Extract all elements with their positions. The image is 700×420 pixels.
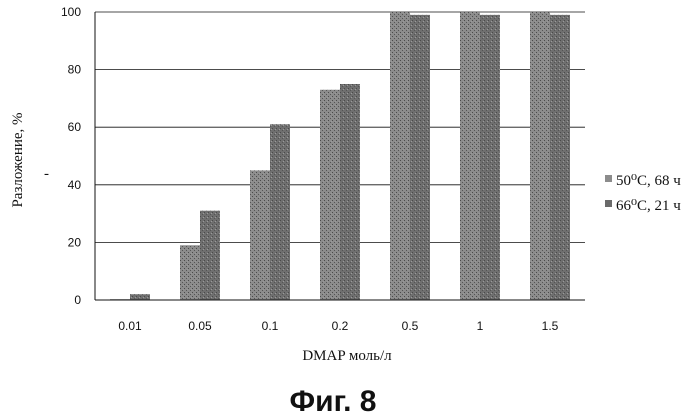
x-tick-labels: 0.01 0.05 0.1 0.2 0.5 1 1.5: [118, 319, 558, 333]
y-axis-dash: -: [44, 166, 49, 182]
bar-2-0.01: [130, 294, 150, 300]
legend-swatch-series-1: [605, 175, 612, 182]
x-tick-label: 1: [477, 319, 484, 333]
x-axis-title: DMAP моль/л: [302, 348, 392, 364]
x-tick-label: 1.5: [542, 319, 559, 333]
bar-2-1: [480, 15, 500, 300]
bar-1-0.1: [250, 170, 270, 300]
y-tick-label: 20: [68, 235, 82, 249]
bar-2-1.5: [550, 15, 570, 300]
bar-1-1: [460, 12, 480, 300]
bar-2-0.5: [410, 15, 430, 300]
bars-group: [110, 12, 570, 300]
bar-2-0.2: [340, 84, 360, 300]
figure-caption: Фиг. 8: [290, 385, 377, 418]
y-tick-labels: 0 20 40 60 80 100: [61, 5, 81, 307]
legend-label-series-1: 50⁰C, 68 ч: [616, 173, 681, 189]
y-tick-label: 100: [61, 5, 81, 19]
x-tick-label: 0.5: [402, 319, 419, 333]
x-tick-label: 0.2: [332, 319, 349, 333]
bar-2-0.1: [270, 124, 290, 300]
bar-1-1.5: [530, 12, 550, 300]
bar-1-0.5: [390, 12, 410, 300]
legend-label-series-2: 66⁰C, 21 ч: [616, 198, 681, 214]
y-tick-label: 0: [74, 293, 81, 307]
y-tick-label: 40: [68, 178, 82, 192]
x-tick-label: 0.1: [262, 319, 279, 333]
x-tick-label: 0.05: [188, 319, 212, 333]
y-tick-label: 60: [68, 120, 82, 134]
x-tick-label: 0.01: [118, 319, 142, 333]
bar-2-0.05: [200, 211, 220, 300]
y-axis-title: Разложение, %: [10, 112, 26, 207]
legend: 50⁰C, 68 ч 66⁰C, 21 ч: [605, 173, 681, 214]
bar-1-0.2: [320, 90, 340, 300]
legend-swatch-series-2: [605, 200, 612, 207]
bar-1-0.05: [180, 245, 200, 300]
y-tick-label: 80: [68, 63, 82, 77]
